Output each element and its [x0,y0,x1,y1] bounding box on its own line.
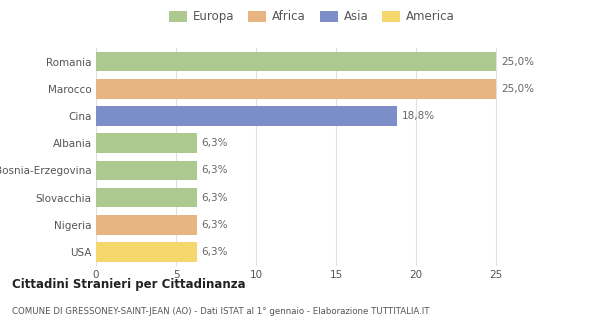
Legend: Europa, Africa, Asia, America: Europa, Africa, Asia, America [169,10,455,23]
Text: COMUNE DI GRESSONEY-SAINT-JEAN (AO) - Dati ISTAT al 1° gennaio - Elaborazione TU: COMUNE DI GRESSONEY-SAINT-JEAN (AO) - Da… [12,307,430,316]
Text: 25,0%: 25,0% [501,84,534,94]
Text: 25,0%: 25,0% [501,57,534,67]
Text: 6,3%: 6,3% [202,138,228,148]
Text: 6,3%: 6,3% [202,220,228,230]
Text: 6,3%: 6,3% [202,193,228,203]
Bar [96,215,197,235]
Bar [96,161,197,180]
Bar [96,79,496,99]
Bar [96,106,397,126]
Bar [96,133,197,153]
Text: Cittadini Stranieri per Cittadinanza: Cittadini Stranieri per Cittadinanza [12,278,245,291]
Bar [96,242,197,262]
Text: 6,3%: 6,3% [202,247,228,257]
Bar [96,52,496,71]
Text: 18,8%: 18,8% [401,111,435,121]
Text: 6,3%: 6,3% [202,165,228,175]
Bar [96,188,197,207]
